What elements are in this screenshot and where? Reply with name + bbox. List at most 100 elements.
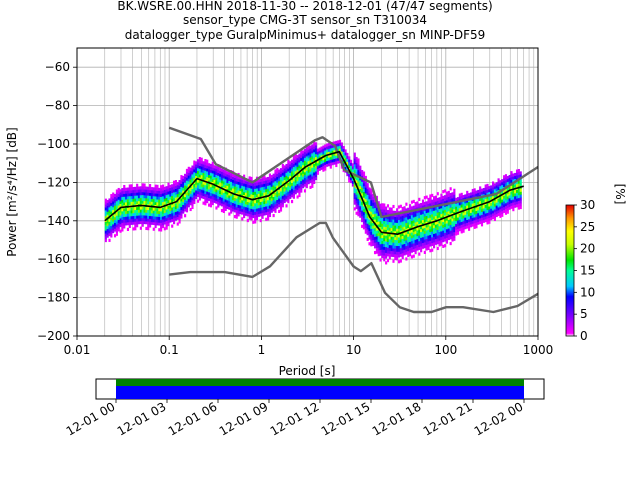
psd-density-cell: [409, 250, 412, 254]
psd-density-cell: [326, 143, 329, 147]
psd-density-cell: [307, 149, 310, 153]
psd-density-cell: [364, 181, 367, 185]
psd-density-cell: [477, 201, 480, 205]
psd-density-cell: [261, 178, 264, 182]
psd-density-cell: [316, 171, 319, 175]
psd-density-cell: [184, 199, 187, 203]
psd-density-cell: [445, 240, 449, 244]
psd-density-cell: [386, 204, 390, 208]
psd-density-cell: [464, 217, 467, 221]
psd-density-cell: [287, 159, 290, 163]
psd-density-cell: [125, 190, 128, 194]
psd-density-cell: [407, 207, 410, 211]
psd-density-cell: [514, 178, 517, 182]
psd-density-cell: [132, 210, 135, 214]
psd-density-cell: [355, 179, 358, 184]
psd-density-cell: [143, 197, 146, 202]
psd-density-cell: [468, 224, 471, 228]
psd-density-cell: [392, 230, 395, 235]
psd-density-cell: [200, 172, 203, 176]
psd-density-cell: [473, 194, 476, 198]
psd-density-cell: [180, 200, 183, 205]
psd-density-cell: [519, 200, 522, 204]
psd-density-cell: [161, 184, 165, 188]
psd-density-cell: [149, 195, 152, 199]
psd-density-cell: [108, 227, 111, 231]
psd-density-cell: [259, 198, 262, 203]
psd-density-cell: [353, 164, 356, 168]
psd-density-cell: [362, 188, 366, 192]
psd-density-cell: [351, 163, 354, 167]
psd-density-cell: [134, 192, 137, 196]
psd-density-cell: [255, 191, 259, 195]
psd-density-cell: [381, 208, 384, 213]
psd-density-cell: [160, 193, 163, 197]
psd-density-cell: [125, 187, 128, 191]
psd-density-cell: [362, 183, 366, 187]
psd-density-cell: [409, 244, 412, 248]
psd-density-cell: [418, 243, 421, 248]
psd-density-cell: [154, 190, 157, 194]
psd-density-cell: [292, 155, 295, 159]
psd-density-cell: [189, 190, 192, 194]
psd-density-cell: [279, 205, 283, 209]
psd-density-cell: [480, 208, 484, 212]
psd-density-cell: [434, 201, 437, 205]
psd-density-cell: [167, 197, 170, 201]
psd-density-cell: [174, 217, 177, 221]
psd-density-cell: [458, 219, 461, 223]
psd-density-cell: [434, 221, 437, 225]
psd-density-cell: [359, 208, 362, 213]
psd-density-cell: [272, 193, 275, 197]
psd-density-cell: [370, 240, 373, 244]
psd-density-cell: [285, 195, 288, 199]
psd-density-cell: [254, 217, 257, 221]
psd-density-cell: [327, 160, 331, 164]
psd-density-cell: [425, 238, 428, 242]
psd-density-cell: [342, 163, 345, 167]
psd-density-cell: [372, 234, 375, 238]
psd-density-cell: [350, 177, 353, 181]
psd-density-cell: [174, 214, 177, 218]
psd-density-cell: [171, 213, 174, 217]
psd-density-cell: [486, 209, 489, 213]
psd-density-cell: [161, 219, 165, 223]
psd-density-cell: [515, 195, 519, 199]
psd-density-cell: [289, 187, 292, 191]
psd-density-cell: [447, 222, 450, 226]
psd-density-cell: [355, 156, 358, 161]
psd-density-cell: [445, 208, 449, 212]
psd-density-cell: [335, 152, 338, 156]
psd-density-cell: [267, 197, 270, 201]
psd-density-cell: [246, 210, 249, 214]
psd-density-cell: [217, 175, 220, 179]
psd-density-cell: [204, 170, 207, 174]
psd-density-cell: [414, 236, 417, 240]
psd-density-cell: [276, 196, 279, 200]
psd-density-cell: [420, 214, 423, 218]
psd-density-cell: [292, 184, 295, 188]
psd-density-cell: [113, 196, 117, 200]
psd-density-cell: [364, 216, 367, 220]
psd-density-cell: [276, 167, 279, 172]
psd-density-cell: [172, 195, 176, 199]
psd-density-cell: [420, 223, 423, 227]
psd-density-cell: [121, 211, 124, 215]
psd-density-cell: [287, 176, 290, 181]
psd-density-cell: [366, 220, 369, 224]
psd-density-cell: [110, 196, 113, 201]
psd-density-cell: [311, 176, 314, 180]
psd-density-cell: [447, 228, 450, 232]
psd-density-cell: [392, 216, 395, 220]
psd-density-cell: [233, 194, 236, 199]
psd-density-cell: [386, 227, 390, 231]
psd-density-cell: [442, 218, 445, 223]
psd-density-cell: [279, 194, 283, 198]
psd-density-cell: [167, 220, 170, 224]
psd-density-cell: [243, 203, 246, 207]
psd-density-cell: [504, 197, 508, 201]
psd-density-cell: [388, 218, 391, 223]
psd-density-cell: [296, 163, 299, 167]
colorbar-tick-label: 10: [580, 285, 595, 299]
psd-density-cell: [434, 238, 437, 242]
